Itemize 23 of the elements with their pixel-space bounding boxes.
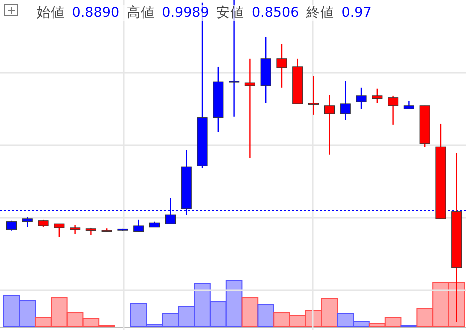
candlestick <box>388 95 399 126</box>
candlestick <box>356 87 367 110</box>
candlestick <box>372 88 383 104</box>
annotation: 0.97 <box>337 5 372 21</box>
bar <box>258 304 274 328</box>
candlestick <box>308 75 320 116</box>
annotation: 終値 <box>302 5 334 21</box>
annotation: 0.9989 <box>158 5 210 21</box>
candlestick <box>276 44 288 89</box>
annotation: 0.8506 <box>248 5 300 21</box>
candlestick <box>324 94 335 156</box>
candlestick <box>6 220 17 232</box>
bar <box>242 298 259 328</box>
annotation: 始値 <box>37 5 65 21</box>
annotation: 0.8890 <box>68 5 120 21</box>
annotation: 高値 <box>122 5 155 21</box>
candlestick <box>244 58 256 159</box>
candlestick <box>22 216 33 228</box>
annotation: 安値 <box>212 5 245 21</box>
candlestick <box>134 219 144 232</box>
candlestick <box>340 80 351 121</box>
candlestick <box>70 224 81 235</box>
candlestick <box>54 224 65 238</box>
